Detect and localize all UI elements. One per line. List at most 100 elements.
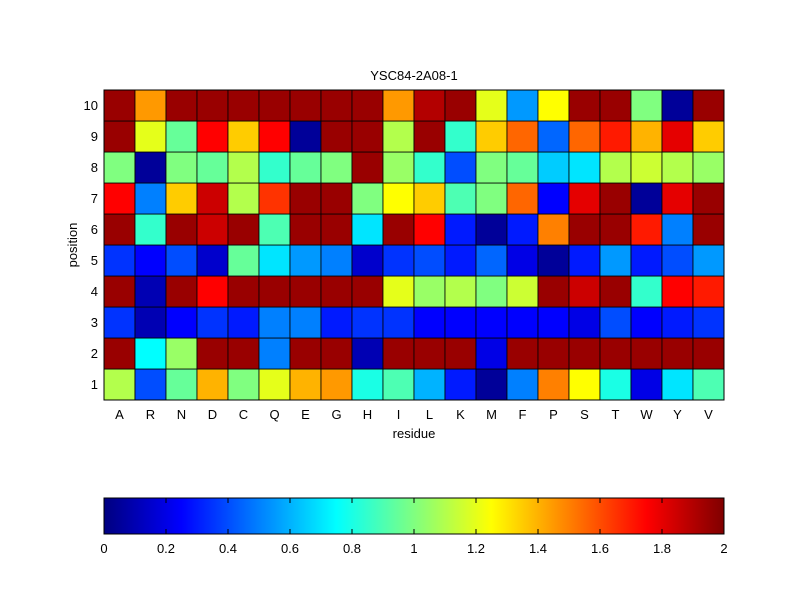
colorbar-tick-label: 0.6	[281, 541, 299, 556]
heatmap-cell	[692, 213, 725, 246]
heatmap-cell	[692, 244, 725, 277]
heatmap-cell	[568, 244, 601, 277]
x-tick-label: R	[146, 407, 155, 422]
heatmap-cell	[475, 151, 508, 184]
heatmap-cell	[413, 89, 446, 122]
heatmap-cell	[475, 368, 508, 401]
heatmap-cell	[692, 120, 725, 153]
heatmap-cell	[537, 213, 570, 246]
x-tick-label: I	[397, 407, 401, 422]
heatmap-cell	[227, 368, 260, 401]
heatmap-cell	[134, 337, 167, 370]
colorbar-ticks: 0 0.2 0.4 0.6 0.8 1 1.2 1.4 1.6 1.8 2	[100, 498, 728, 556]
x-tick-label: V	[704, 407, 713, 422]
heatmap-cell	[103, 337, 136, 370]
heatmap-cell	[103, 244, 136, 277]
x-tick-label: K	[456, 407, 465, 422]
heatmap-cell	[258, 89, 291, 122]
heatmap-cell	[537, 89, 570, 122]
x-tick-label: H	[363, 407, 372, 422]
heatmap-cell	[630, 275, 663, 308]
heatmap-cell	[568, 89, 601, 122]
heatmap-cell	[134, 275, 167, 308]
heatmap-cell	[661, 182, 694, 215]
heatmap-cell	[599, 120, 632, 153]
heatmap-cell	[630, 368, 663, 401]
heatmap-cell	[196, 120, 229, 153]
heatmap-cell	[537, 368, 570, 401]
heatmap-cell	[351, 89, 384, 122]
heatmap-cell	[382, 368, 415, 401]
heatmap-cell	[165, 213, 198, 246]
heatmap-cell	[692, 182, 725, 215]
heatmap-cell	[289, 182, 322, 215]
heatmap-cell	[506, 120, 539, 153]
heatmap-cell	[320, 306, 353, 339]
heatmap-cell	[599, 151, 632, 184]
heatmap-cell	[444, 244, 477, 277]
heatmap-cell	[227, 337, 260, 370]
heatmap-cell	[134, 151, 167, 184]
heatmap-cell	[289, 89, 322, 122]
heatmap-cell	[196, 368, 229, 401]
heatmap-cell	[289, 151, 322, 184]
heatmap-cell	[196, 182, 229, 215]
heatmap-cell	[661, 337, 694, 370]
heatmap-cell	[568, 182, 601, 215]
x-tick-label: G	[331, 407, 341, 422]
heatmap-cell	[196, 275, 229, 308]
y-tick-label: 7	[91, 191, 98, 206]
heatmap-cell	[196, 213, 229, 246]
heatmap-cell	[661, 275, 694, 308]
heatmap-cell	[506, 151, 539, 184]
heatmap-cell	[692, 275, 725, 308]
heatmap-cell	[599, 306, 632, 339]
heatmap-cell	[506, 275, 539, 308]
x-tick-label: E	[301, 407, 310, 422]
x-tick-label: Q	[269, 407, 279, 422]
heatmap-cell	[630, 120, 663, 153]
heatmap-cell	[599, 89, 632, 122]
heatmap-cell	[351, 120, 384, 153]
x-tick-label: D	[208, 407, 217, 422]
heatmap-cell	[134, 306, 167, 339]
heatmap-cell	[165, 337, 198, 370]
heatmap-cell	[382, 213, 415, 246]
heatmap-frame	[103, 89, 725, 401]
heatmap-cell	[475, 89, 508, 122]
heatmap-cell	[444, 151, 477, 184]
colorbar-tick-label: 1.8	[653, 541, 671, 556]
heatmap-cell	[413, 213, 446, 246]
heatmap-cell	[599, 213, 632, 246]
heatmap-cell	[568, 337, 601, 370]
heatmap-cell	[568, 213, 601, 246]
heatmap-cell	[382, 337, 415, 370]
heatmap-cell	[568, 275, 601, 308]
heatmap-cell	[258, 151, 291, 184]
x-tick-label: A	[115, 407, 124, 422]
heatmap-cell	[475, 244, 508, 277]
heatmap-cell	[227, 275, 260, 308]
heatmap-cell	[165, 368, 198, 401]
x-tick-label: F	[519, 407, 527, 422]
heatmap-cell	[413, 275, 446, 308]
y-tick-label: 10	[84, 98, 98, 113]
heatmap-cell	[258, 337, 291, 370]
heatmap-cell	[630, 89, 663, 122]
x-tick-label: M	[486, 407, 497, 422]
heatmap-cell	[537, 306, 570, 339]
heatmap-cell	[258, 306, 291, 339]
heatmap-cell	[506, 182, 539, 215]
heatmap-cell	[196, 306, 229, 339]
heatmap-cell	[506, 244, 539, 277]
heatmap-cell	[289, 337, 322, 370]
heatmap-cell	[227, 151, 260, 184]
heatmap-cell	[413, 306, 446, 339]
colorbar-tick-label: 0.4	[219, 541, 237, 556]
x-tick-label: L	[426, 407, 433, 422]
heatmap-cell	[227, 120, 260, 153]
heatmap-cell	[630, 337, 663, 370]
heatmap-cell	[692, 151, 725, 184]
heatmap-cell	[444, 337, 477, 370]
